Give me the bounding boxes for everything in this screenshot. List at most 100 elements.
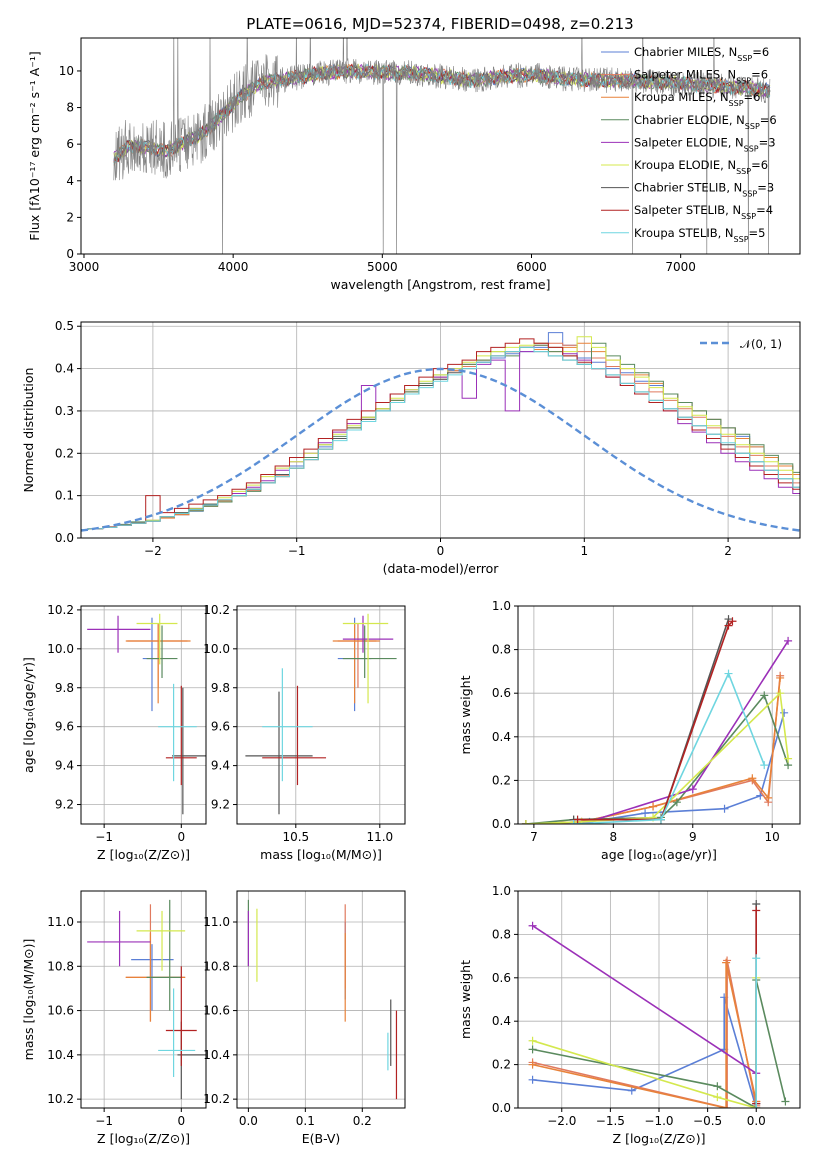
normal-curve: [81, 367, 800, 532]
data-point-marker: [764, 793, 773, 802]
axes-frame: [80, 321, 801, 539]
x-tick-label: 9: [689, 830, 697, 844]
weight-line: [577, 620, 734, 821]
weight-line: [532, 997, 757, 1108]
data-point-marker: [688, 785, 697, 794]
axes-frame: [80, 605, 207, 825]
data-point-marker: [649, 802, 658, 811]
x-tick-label: −1: [95, 830, 113, 844]
y-tick-label: 9.6: [211, 720, 230, 734]
figure-title: PLATE=0616, MJD=52374, FIBERID=0498, z=0…: [246, 15, 633, 33]
x-tick-label: 0: [437, 544, 445, 558]
legend-entry: 𝒩(0, 1): [740, 337, 782, 351]
y-axis-label: mass weight: [458, 675, 473, 754]
data-point-marker: [784, 636, 793, 645]
weight-line: [525, 693, 789, 824]
legend-subscript: SSP: [734, 234, 749, 243]
legend-entry: Chabrier STELIB, NSSP=3: [634, 181, 774, 199]
y-tick-label: 0.0: [55, 531, 74, 545]
data-point-marker: [780, 708, 789, 717]
data-point-marker: [528, 1036, 537, 1045]
axes-frame: [80, 890, 207, 1109]
plot-area-residuals: [81, 332, 800, 532]
weight-line: [573, 671, 766, 824]
y-tick-label: 1.0: [492, 884, 511, 898]
legend-entry: Kroupa MILES, NSSP=6: [634, 90, 760, 108]
x-tick-label: 8: [610, 830, 618, 844]
data-point-marker: [728, 617, 737, 626]
x-tick-label: −1: [95, 1114, 113, 1128]
y-tick-label: 0.5: [55, 319, 74, 333]
y-tick-label: 2: [66, 210, 74, 224]
x-tick-label: 2: [724, 544, 732, 558]
data-point-marker: [752, 906, 761, 915]
data-point-marker: [713, 1082, 722, 1091]
legend-subscript: SSP: [736, 76, 751, 85]
data-point-marker: [748, 774, 757, 783]
y-tick-label: 0.1: [55, 489, 74, 503]
panel-mass_vs_ebv: 0.0 0.1 0.2 10.2 10.4 10.6 10.8 11.0 E(B-V): [203, 890, 406, 1146]
data-point-marker: [656, 815, 665, 824]
y-tick-label: 10.8: [203, 959, 230, 973]
x-axis-label: age [log₁₀(age/yr)]: [601, 847, 717, 862]
legend-subscript: SSP: [744, 144, 759, 153]
y-tick-label: 9.4: [211, 759, 230, 773]
legend-text: Kroupa MILES, N: [634, 90, 729, 104]
legend-entry: Chabrier ELODIE, NSSP=6: [634, 113, 777, 131]
data-point-marker: [521, 820, 530, 824]
legend-text: Chabrier STELIB, N: [634, 181, 742, 195]
plot-area-mass_vs_Z: [87, 899, 206, 1100]
legend-text: Salpeter STELIB, N: [634, 203, 741, 217]
plot-area-mass_vs_ebv: [247, 899, 398, 1100]
x-tick-label: 0.2: [353, 1114, 372, 1128]
y-tick-label: 10.2: [47, 603, 74, 617]
y-tick-label: 0: [66, 247, 74, 261]
weight-line: [525, 691, 789, 824]
data-point-marker: [528, 1075, 537, 1084]
x-tick-label: 0: [177, 1114, 185, 1128]
y-tick-label: 10.8: [47, 959, 74, 973]
x-tick-label: 10: [765, 830, 780, 844]
data-point-marker: [776, 673, 785, 682]
y-tick-label: 10.2: [203, 603, 230, 617]
legend-text: Salpeter MILES, N: [634, 68, 736, 82]
legend-subscript: SSP: [737, 54, 752, 63]
data-point-marker: [776, 689, 785, 698]
x-tick-label: −2: [144, 544, 162, 558]
legend-tail: =3: [759, 135, 776, 149]
legend-tail: =5: [749, 226, 766, 240]
axes-frame: [236, 605, 406, 825]
hist-salpeter-elodie: [81, 342, 800, 530]
hist-salpeter-miles: [81, 342, 800, 530]
y-tick-label: 10.2: [203, 1092, 230, 1106]
x-axis-label: E(B-V): [302, 1131, 341, 1146]
x-tick-label: 0.0: [747, 1114, 766, 1128]
data-point-marker: [784, 754, 793, 763]
weight-line: [532, 925, 757, 1074]
observed-spectrum-line: [113, 38, 771, 254]
legend-entry: Salpeter STELIB, NSSP=4: [634, 203, 773, 221]
legend-tail: =4: [756, 203, 773, 217]
plot-area-age_vs_mass: [245, 613, 397, 815]
plot-area-spectrum: [113, 38, 771, 254]
x-tick-label: 6000: [516, 260, 547, 274]
axes-frame: [517, 605, 801, 825]
legend-tail: =6: [760, 113, 777, 127]
weight-line: [525, 712, 785, 824]
y-tick-label: 0.4: [55, 362, 74, 376]
x-tick-label: 4000: [218, 260, 249, 274]
x-axis-label: Z [log₁₀(Z/Z⊙)]: [97, 847, 190, 862]
data-point-marker: [528, 1060, 537, 1069]
legend-subscript: SSP: [741, 212, 756, 221]
x-tick-label: −1.5: [596, 1114, 625, 1128]
data-point-marker: [752, 954, 761, 963]
hist-chabrier-elodie: [81, 342, 800, 530]
data-point-marker: [528, 921, 537, 930]
x-tick-label: 7000: [665, 260, 696, 274]
y-tick-label: 11.0: [203, 915, 230, 929]
y-tick-label: 10.6: [47, 1004, 74, 1018]
data-point-marker: [781, 1097, 790, 1106]
y-tick-label: 11.0: [47, 915, 74, 929]
